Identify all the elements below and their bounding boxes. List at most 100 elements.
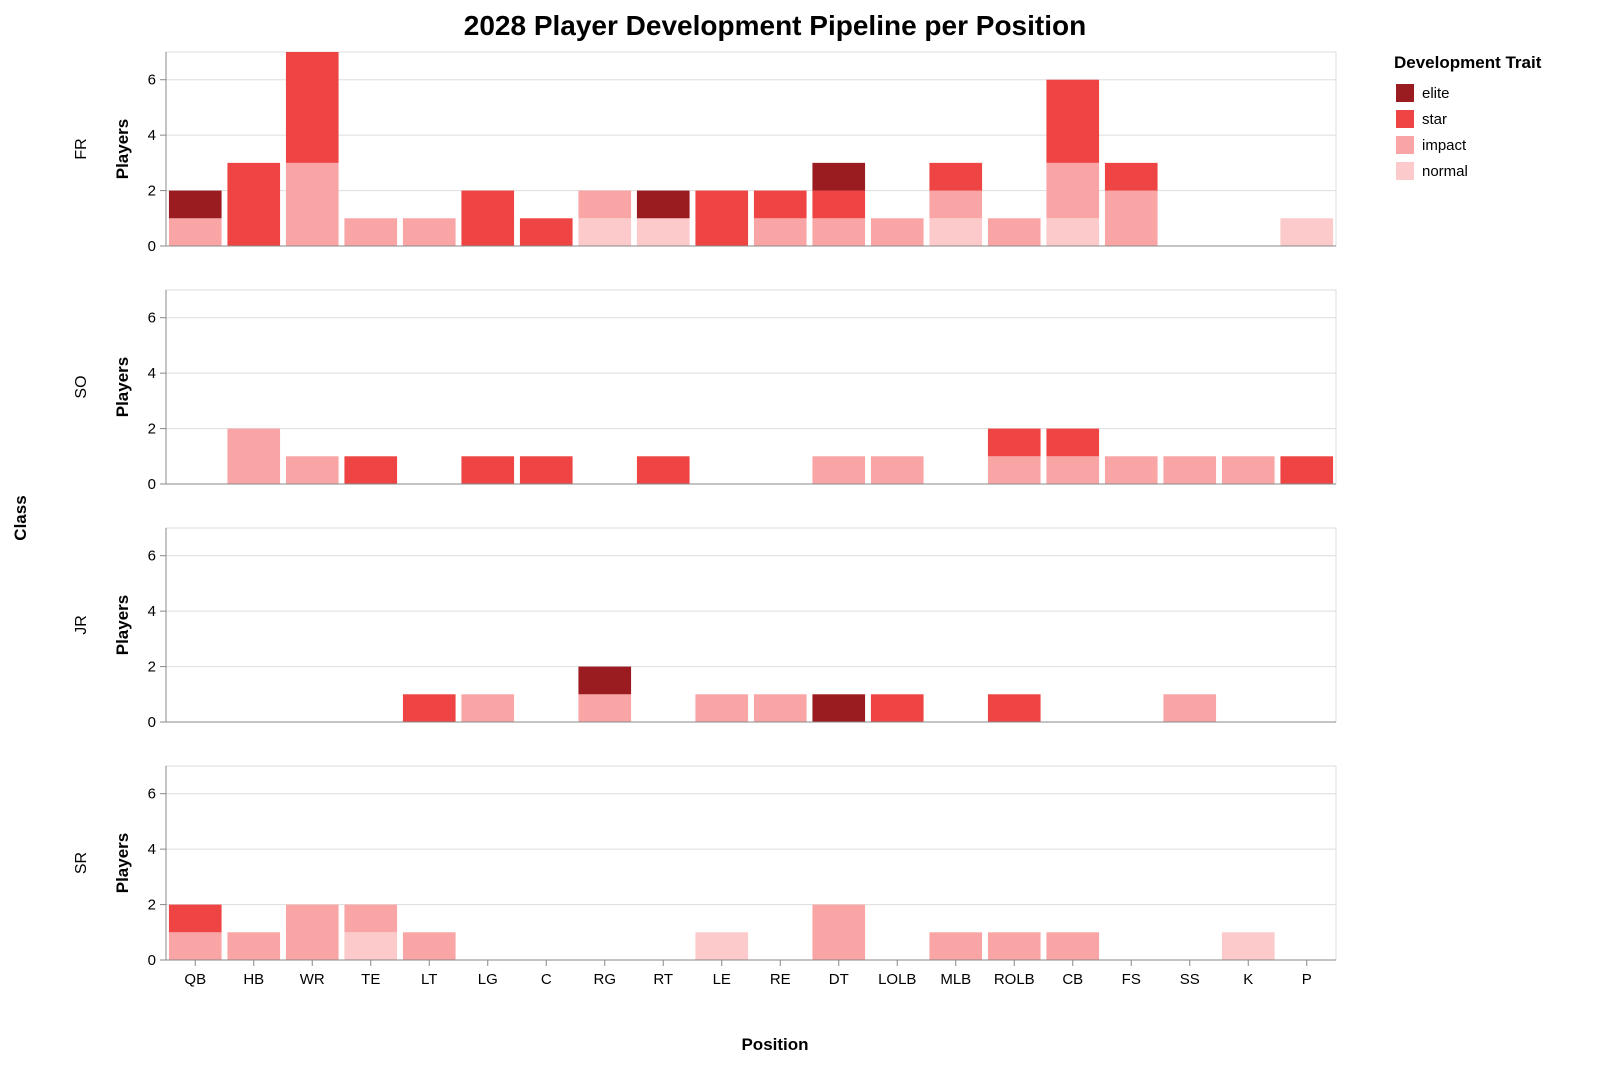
bar-segment-normal [578,218,632,246]
bar-segment-impact [344,904,398,933]
x-tick-label: DT [829,971,849,988]
x-tick-label: LOLB [878,971,916,988]
y-tick-label: 6 [148,72,156,89]
bar-segment-elite [812,162,866,191]
bar-segment-impact [987,932,1041,960]
bar-segment-impact [753,218,807,246]
bar-segment-normal [1221,932,1275,960]
y-tick-label: 4 [148,127,156,144]
row-label: FR [73,138,90,159]
x-tick-label: C [541,971,552,988]
bar-segment-star [1046,79,1100,163]
y-axis-title: Players [113,119,132,180]
y-axis-title: Players [113,357,132,418]
x-tick-label: CB [1062,971,1083,988]
bar-segment-star [519,456,573,484]
bar-segment-elite [578,666,632,695]
y-tick-label: 0 [148,238,156,255]
bar-segment-star [168,904,222,933]
y-tick-label: 2 [148,183,156,200]
bar-segment-impact [578,190,632,219]
bar-segment-star [344,456,398,484]
bar-segment-star [461,190,515,246]
x-tick-label: P [1302,971,1312,988]
bar-segment-impact [344,218,398,246]
bar-segment-impact [402,218,456,246]
x-tick-label: SS [1180,971,1200,988]
chart-title: 2028 Player Development Pipeline per Pos… [464,10,1086,41]
bar-segment-impact [1046,932,1100,960]
y-tick-label: 2 [148,421,156,438]
bar-segment-star [812,190,866,219]
bar-segment-impact [987,218,1041,246]
bar-segment-impact [987,456,1041,484]
legend-label-impact: impact [1422,137,1467,154]
bar-segment-impact [1163,694,1217,722]
x-tick-label: RG [594,971,617,988]
legend-swatch-normal [1396,162,1414,180]
row-axis-title: Class [11,495,30,540]
x-axis-title: Position [741,1035,808,1054]
bar-segment-star [870,694,924,722]
bar-segment-elite [812,694,866,722]
bar-segment-impact [285,904,339,960]
bar-segment-impact [285,162,339,246]
y-tick-label: 0 [148,952,156,969]
bar-segment-impact [1221,456,1275,484]
y-tick-label: 2 [148,897,156,914]
bar-segment-star [285,52,339,163]
bar-segment-impact [1046,456,1100,484]
x-axis-ticks: QB HB WR TE LT LG C RG RT LE RE DT LOLB MLB ROLB CB FS SS… [184,960,1312,988]
y-tick-label: 6 [148,310,156,327]
legend-label-elite: elite [1422,85,1450,102]
row-label: SO [73,375,90,398]
bar-segment-normal [929,218,983,246]
bar-segment-impact [578,694,632,722]
panel-fr: 0 2 4 6 Players FR [73,51,1337,255]
x-tick-label: FS [1122,971,1141,988]
bar-segment-star [1104,162,1158,191]
x-tick-label: RT [653,971,673,988]
bar-segment-star [461,456,515,484]
y-axis-title: Players [113,595,132,656]
row-label: SR [73,852,90,874]
bar-segment-normal [344,932,398,960]
y-tick-label: 6 [148,548,156,565]
x-tick-label: ROLB [994,971,1035,988]
y-tick-label: 0 [148,476,156,493]
bar-segment-impact [929,932,983,960]
panel-jr: 0 2 4 6 Players JR [73,527,1337,731]
x-tick-label: K [1243,971,1253,988]
bar-segment-star [753,190,807,219]
bar-segment-impact [402,932,456,960]
x-tick-label: RE [770,971,791,988]
panel-frame [165,51,1337,247]
bar-segment-impact [285,456,339,484]
panel-frame [165,289,1337,485]
bar-segment-elite [636,190,690,219]
x-tick-label: LE [713,971,731,988]
bar-segment-star [1280,456,1334,484]
legend-title: Development Trait [1394,53,1542,72]
bar-segment-normal [636,218,690,246]
panel-frame [165,765,1337,961]
x-tick-label: LG [478,971,498,988]
bar-segment-impact [695,694,749,722]
y-tick-label: 6 [148,786,156,803]
legend-swatch-elite [1396,84,1414,102]
x-tick-label: HB [243,971,264,988]
panel-so: 0 2 4 6 Players SO [73,289,1337,493]
bar-segment-elite [168,190,222,219]
bar-segment-normal [1280,218,1334,246]
legend-items: elite star impact normal [1396,84,1468,180]
bar-segment-impact [168,932,222,960]
x-tick-label: LT [421,971,437,988]
bar-segment-star [1046,428,1100,457]
legend-label-star: star [1422,111,1447,128]
y-tick-label: 4 [148,841,156,858]
bar-segment-impact [461,694,515,722]
legend-swatch-star [1396,110,1414,128]
panel-sr: 0 2 4 6 Players SR [73,765,1337,969]
facet-panels: 0246PlayersFR0246PlayersSO0246PlayersJR0… [73,51,1337,969]
bar-segment-star [987,694,1041,722]
